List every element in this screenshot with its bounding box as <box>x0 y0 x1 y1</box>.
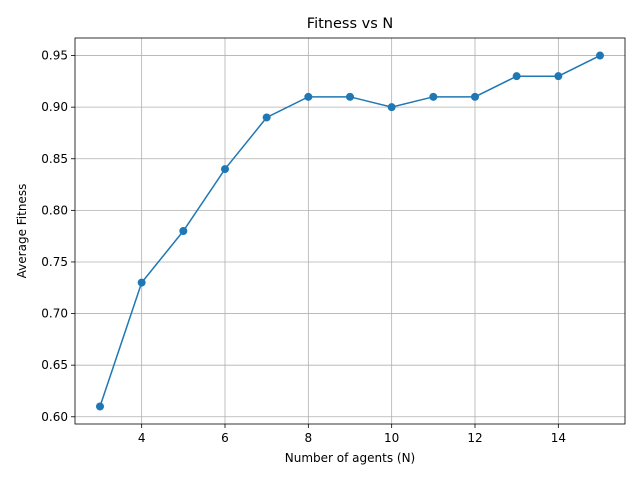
data-point <box>346 92 354 101</box>
x-tick-label: 10 <box>384 431 399 445</box>
y-tick-label: 0.60 <box>41 410 68 424</box>
plot-frame <box>74 37 626 425</box>
data-point <box>471 92 479 101</box>
data-point <box>262 113 271 122</box>
y-tick-label: 0.65 <box>41 358 68 372</box>
y-tick-label: 0.80 <box>41 203 68 217</box>
series-line <box>99 54 601 407</box>
x-axis-label: Number of agents (N) <box>285 451 415 465</box>
grid <box>75 38 625 424</box>
data-point <box>304 92 313 101</box>
ticks: 4 6 8 10 12 14 0.60 0.65 0.70 0.75 0.80 0.85 0.90 0.9… <box>41 49 566 445</box>
x-tick-label: 12 <box>467 431 482 445</box>
data-point <box>387 103 396 112</box>
data-point <box>512 72 521 81</box>
data-point <box>596 51 604 60</box>
x-tick-label: 8 <box>305 431 313 445</box>
y-tick-label: 0.90 <box>41 100 68 114</box>
data-point <box>137 278 146 287</box>
data-point <box>96 402 104 411</box>
y-tick-label: 0.85 <box>41 152 68 166</box>
x-tick-label: 6 <box>221 431 229 445</box>
data-point <box>179 227 188 235</box>
x-tick-label: 4 <box>138 431 146 445</box>
y-axis-label: Average Fitness <box>15 184 29 279</box>
y-tick-label: 0.70 <box>41 307 68 321</box>
chart-title: Fitness vs N <box>307 16 393 32</box>
data-point <box>554 72 563 81</box>
y-tick-label: 0.75 <box>41 255 68 269</box>
series-layer <box>96 51 604 411</box>
y-tick-label: 0.95 <box>41 49 68 63</box>
data-point <box>221 165 229 174</box>
data-point <box>429 92 438 101</box>
x-tick-label: 14 <box>551 431 566 445</box>
